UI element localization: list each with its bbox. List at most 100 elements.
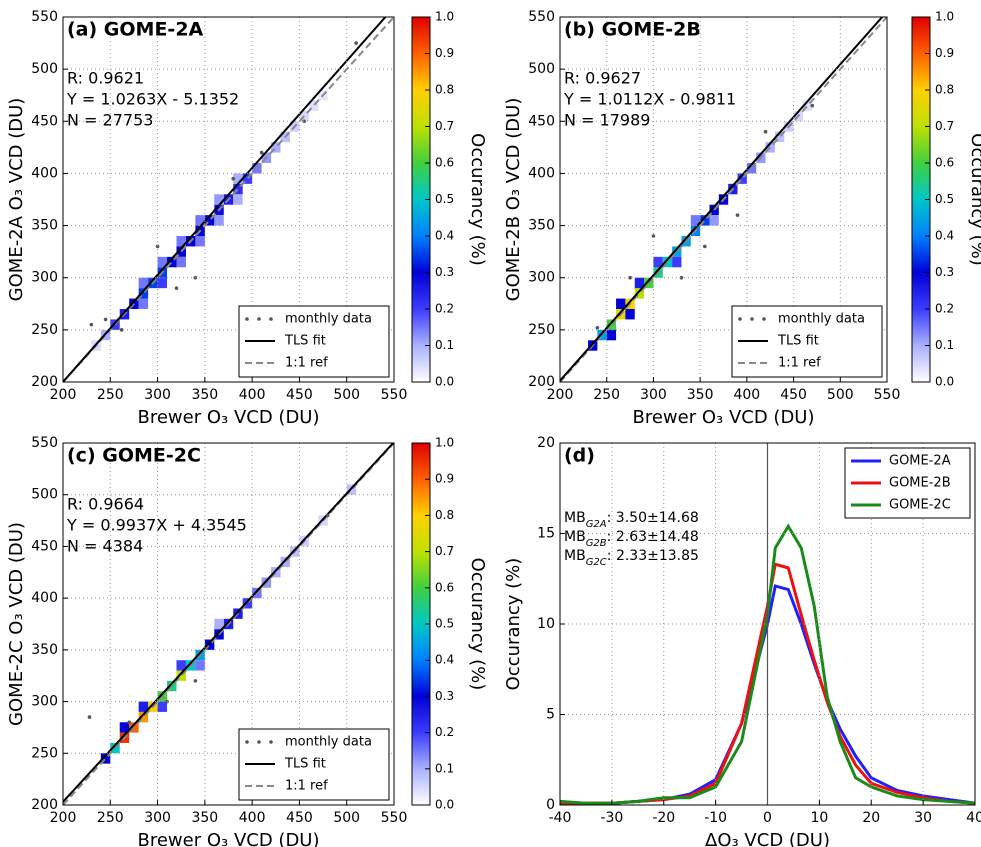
colorbar-tick-label: 0.6 (935, 156, 954, 170)
y-tick-label: 200 (528, 374, 555, 390)
x-tick-label: 450 (286, 810, 313, 826)
legend-label: GOME-2C (889, 498, 951, 513)
data-point (354, 41, 358, 45)
y-axis-label: GOME-2A O₃ VCD (DU) (6, 98, 27, 302)
density-cell (700, 215, 710, 226)
annotation-subscript: G2C (586, 557, 607, 568)
legend-label: TLS fit (777, 334, 819, 349)
density-cell (653, 256, 663, 268)
colorbar-tick-label: 0.4 (935, 229, 954, 243)
fit-line (560, 17, 884, 382)
y-tick-label: 250 (528, 322, 555, 338)
colorbar-tick-label: 0.7 (435, 544, 454, 558)
annotation: R: 0.9627 (564, 69, 641, 88)
data-point (703, 244, 707, 249)
x-tick-label: 400 (239, 387, 266, 403)
reference-line (560, 17, 887, 382)
y-tick-label: 500 (31, 61, 58, 77)
colorbar-tick-label: 0.3 (435, 265, 454, 279)
y-tick-label: 200 (31, 797, 58, 813)
density-cell (167, 680, 177, 692)
data-point (89, 322, 94, 327)
x-tick-label: 500 (333, 810, 360, 826)
annotation-prefix: MB (564, 548, 586, 564)
y-tick-label: 550 (31, 9, 58, 25)
y-tick-label: 0 (546, 797, 555, 813)
y-tick-label: 5 (546, 707, 555, 723)
annotation-text: : 3.50±14.68 (607, 510, 699, 526)
legend-label: 1:1 ref (778, 356, 821, 371)
density-cell (662, 256, 673, 268)
data-point (735, 213, 740, 217)
density-cell (634, 288, 645, 299)
y-tick-label: 400 (31, 590, 58, 606)
density-cell (625, 309, 635, 320)
colorbar-tick-label: 1.0 (935, 10, 954, 24)
colorbar-tick-label: 0.3 (435, 689, 454, 703)
colorbar-tick-label: 0.8 (935, 83, 954, 97)
data-point (679, 275, 684, 280)
colorbar-tick-label: 1.0 (435, 10, 454, 24)
density-cell (195, 660, 205, 671)
density-cell (138, 298, 149, 309)
density-cell (214, 618, 224, 630)
x-tick-label: -10 (704, 810, 727, 826)
data-point (259, 150, 264, 155)
y-tick-label: 500 (31, 487, 58, 503)
y-tick-label: 300 (31, 270, 58, 286)
legend-label: 1:1 ref (285, 779, 328, 794)
x-tick-label: 10 (810, 810, 828, 826)
density-cell (176, 256, 186, 268)
data-point (302, 119, 306, 124)
density-cell (119, 722, 130, 733)
x-tick-label: 250 (593, 387, 620, 403)
x-tick-label: 550 (381, 810, 408, 826)
density-cell (242, 598, 253, 609)
density-cell (271, 142, 281, 153)
colorbar-tick-label: 0.5 (435, 192, 454, 206)
y-tick-label: 250 (31, 745, 58, 761)
annotation: R: 0.9621 (67, 69, 144, 88)
density-cell (690, 215, 701, 226)
density-cell (233, 194, 243, 205)
x-tick-label: 400 (733, 387, 760, 403)
x-tick-label: 200 (50, 810, 77, 826)
data-point (810, 103, 815, 108)
y-tick-label: 10 (537, 616, 555, 632)
data-point (628, 275, 632, 280)
x-tick-label: -30 (600, 810, 623, 826)
annotation: MBG2C: 2.33±13.85 (564, 548, 699, 568)
plot-area (63, 17, 394, 382)
density-cell (176, 246, 186, 257)
density-cell (176, 660, 186, 671)
y-tick-label: 15 (537, 526, 555, 542)
fit-line (63, 443, 394, 803)
plot-area (560, 17, 887, 382)
annotation: MBG2B: 2.63±14.48 (564, 529, 699, 549)
y-tick-label: 20 (537, 435, 555, 451)
x-axis-label: ΔO₃ VCD (DU) (705, 830, 830, 847)
density-cell (157, 701, 168, 712)
density-cell (233, 173, 243, 184)
y-tick-label: 500 (528, 61, 555, 77)
plot-frame (62, 442, 395, 806)
colorbar-label: Occurancy (%) (967, 133, 981, 266)
colorbar-label: Occurancy (%) (467, 558, 488, 691)
density-cell (214, 194, 224, 205)
x-tick-label: 300 (640, 387, 667, 403)
y-tick-label: 350 (528, 218, 555, 234)
legend-marker (269, 740, 273, 744)
colorbar-tick-label: 0.7 (935, 119, 954, 133)
panel-title: (b) GOME-2B (564, 19, 701, 41)
x-tick-label: 40 (966, 810, 981, 826)
x-tick-label: 0 (763, 810, 772, 826)
x-axis-label: Brewer O₃ VCD (DU) (138, 830, 320, 847)
annotation: N = 4384 (67, 537, 143, 556)
density-cell (195, 236, 205, 247)
x-tick-label: 400 (239, 810, 266, 826)
density-cell (138, 711, 149, 723)
plot-frame (62, 16, 395, 383)
data-point (595, 325, 600, 330)
density-cell (802, 100, 813, 111)
colorbar-tick-label: 0.4 (435, 653, 454, 667)
